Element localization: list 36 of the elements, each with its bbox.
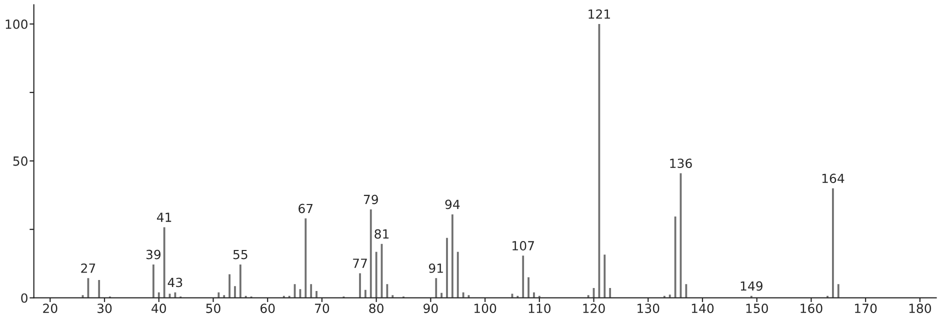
- annotation: 41: [156, 212, 172, 222]
- x-tick-label: 40: [152, 304, 166, 314]
- y-tick-label: 100: [6, 19, 28, 29]
- x-tick-label: 110: [528, 304, 550, 314]
- x-tick-label: 20: [43, 304, 58, 314]
- y-tick-label: 50: [13, 156, 28, 166]
- x-tick-label: 50: [206, 304, 220, 314]
- x-tick-label: 90: [424, 304, 438, 314]
- annotation: 149: [740, 281, 762, 291]
- annotation: 39: [146, 250, 161, 260]
- y-tick-label: 0: [21, 293, 28, 303]
- annotation: 55: [233, 250, 248, 260]
- annotation: 136: [670, 158, 692, 168]
- annotation: 79: [364, 194, 378, 204]
- x-tick-label: 150: [746, 304, 768, 314]
- x-tick-label: 30: [98, 304, 112, 314]
- annotation: 94: [445, 200, 460, 210]
- x-tick-label: 60: [260, 304, 275, 314]
- x-tick-label: 100: [474, 304, 496, 314]
- x-tick-label: 130: [638, 304, 660, 314]
- annotation: 121: [588, 9, 610, 19]
- annotation: 27: [81, 263, 96, 273]
- annotation: 164: [822, 174, 844, 184]
- x-tick-label: 80: [369, 304, 384, 314]
- x-tick-label: 180: [909, 304, 932, 314]
- x-tick-label: 70: [315, 304, 330, 314]
- annotation: 67: [298, 204, 313, 214]
- annotation: 77: [353, 258, 367, 268]
- annotation: 107: [512, 241, 534, 250]
- annotation: 91: [428, 263, 443, 273]
- x-tick-label: 120: [583, 304, 605, 314]
- x-tick-label: 140: [692, 304, 714, 314]
- annotation: 43: [168, 278, 182, 288]
- annotation: 81: [374, 229, 389, 239]
- x-tick-label: 160: [800, 304, 822, 314]
- x-tick-label: 170: [855, 304, 877, 314]
